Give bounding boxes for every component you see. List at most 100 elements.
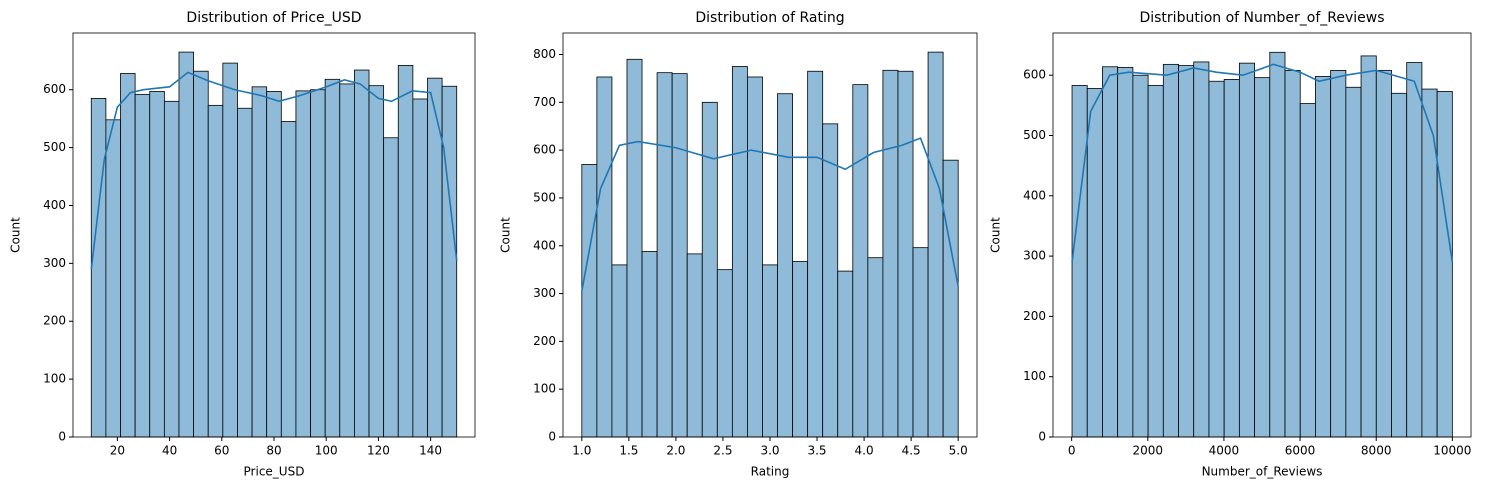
bar [792,261,809,438]
x-tick-label: 4000 [1209,444,1240,458]
x-tick-label: 60 [214,444,229,458]
bar [686,253,703,438]
x-tick-label: 2000 [1133,444,1164,458]
x-tick-label: 3.0 [760,444,779,458]
bar [1117,66,1134,438]
y-tick-label: 500 [1023,128,1046,142]
chart-title: Distribution of Rating [695,10,844,26]
kde-line [581,137,959,292]
subplot: 20 40 60 80 100 120 140 0 100 200 300 400 500 600 Dist… [9,10,476,479]
y-axis-label: Count [989,217,1003,253]
bar [163,100,180,438]
bar [207,104,224,438]
y-tick-label: 500 [533,190,556,204]
axes-frame [1052,32,1472,438]
bar [222,62,238,438]
subplot: 0 2000 4000 6000 8000 10000 0 100 200 300 400 500 60… [989,10,1472,479]
y-axis-label: Count [9,217,23,253]
x-tick-label: 10000 [1433,444,1471,458]
bar [867,257,884,438]
x-tick-label: 100 [315,444,338,458]
bar [1178,65,1195,438]
y-tick-label: 200 [533,334,556,348]
bar [441,85,458,438]
bar [251,86,268,438]
bar [641,251,658,438]
bar [120,73,136,438]
x-tick-label: 8000 [1361,444,1392,458]
bar [626,58,643,438]
bar [1315,76,1332,438]
y-tick-label: 400 [1023,188,1046,202]
x-axis-label: Rating [751,465,790,479]
x-tick-label: 5.0 [949,444,968,458]
y-tick-label: 0 [58,430,66,444]
bar [1193,61,1210,438]
bar [1330,69,1347,438]
bar [1238,62,1255,438]
bar [1102,66,1119,438]
chart-title: Distribution of Price_USD [186,10,361,26]
x-tick-label: 80 [266,444,281,458]
bar [912,247,929,438]
x-axis-label: Price_USD [244,465,305,479]
x-tick-label: 1.5 [619,444,638,458]
bar [852,84,869,438]
bar [280,121,297,438]
bar [353,69,370,438]
bar [134,93,151,438]
kde-line [90,71,458,270]
bar [942,159,959,438]
bar [1375,69,1392,438]
bar [596,76,613,438]
bar [266,91,282,438]
bar [1086,88,1103,438]
x-tick-label: 20 [110,444,125,458]
x-tick-label: 2.5 [713,444,732,458]
x-axis-label: Number_of_Reviews [1202,465,1323,479]
bar [324,78,341,438]
bar [1147,85,1164,438]
bar [310,89,326,438]
bar [1132,74,1149,438]
bar [716,269,733,438]
y-tick-label: 500 [43,140,66,154]
bar [412,98,428,438]
bar [1436,91,1453,438]
bar [701,101,718,438]
y-tick-label: 400 [43,198,66,212]
subplot: 1.0 1.5 2.0 2.5 3.0 3.5 4.0 4.5 5.0 0 100 200 300 400… [499,10,978,479]
y-tick-label: 0 [548,430,556,444]
bar [1360,55,1377,438]
y-tick-label: 400 [533,238,556,252]
y-tick-label: 100 [533,382,556,396]
x-tick-label: 0 [1068,444,1076,458]
y-axis-label: Count [499,217,513,253]
x-tick-label: 120 [367,444,390,458]
y-tick-label: 700 [533,95,556,109]
y-tick-label: 300 [43,256,66,270]
y-tick-label: 600 [1023,68,1046,82]
bar [1269,51,1286,438]
bar [882,69,899,438]
bar [581,164,598,438]
bar [90,98,107,438]
bar [149,91,165,438]
bar [656,72,673,438]
bar [1071,85,1088,438]
bar [193,70,209,438]
y-tick-label: 300 [533,286,556,300]
bar [671,73,688,438]
bar [731,66,748,438]
bar [837,270,854,438]
bar [1284,69,1301,438]
x-tick-label: 4.0 [855,444,874,458]
kde-line [1071,63,1454,263]
bar [397,65,414,438]
bar [762,264,778,438]
bar [611,264,628,438]
bar [897,70,914,438]
bar [295,90,311,438]
